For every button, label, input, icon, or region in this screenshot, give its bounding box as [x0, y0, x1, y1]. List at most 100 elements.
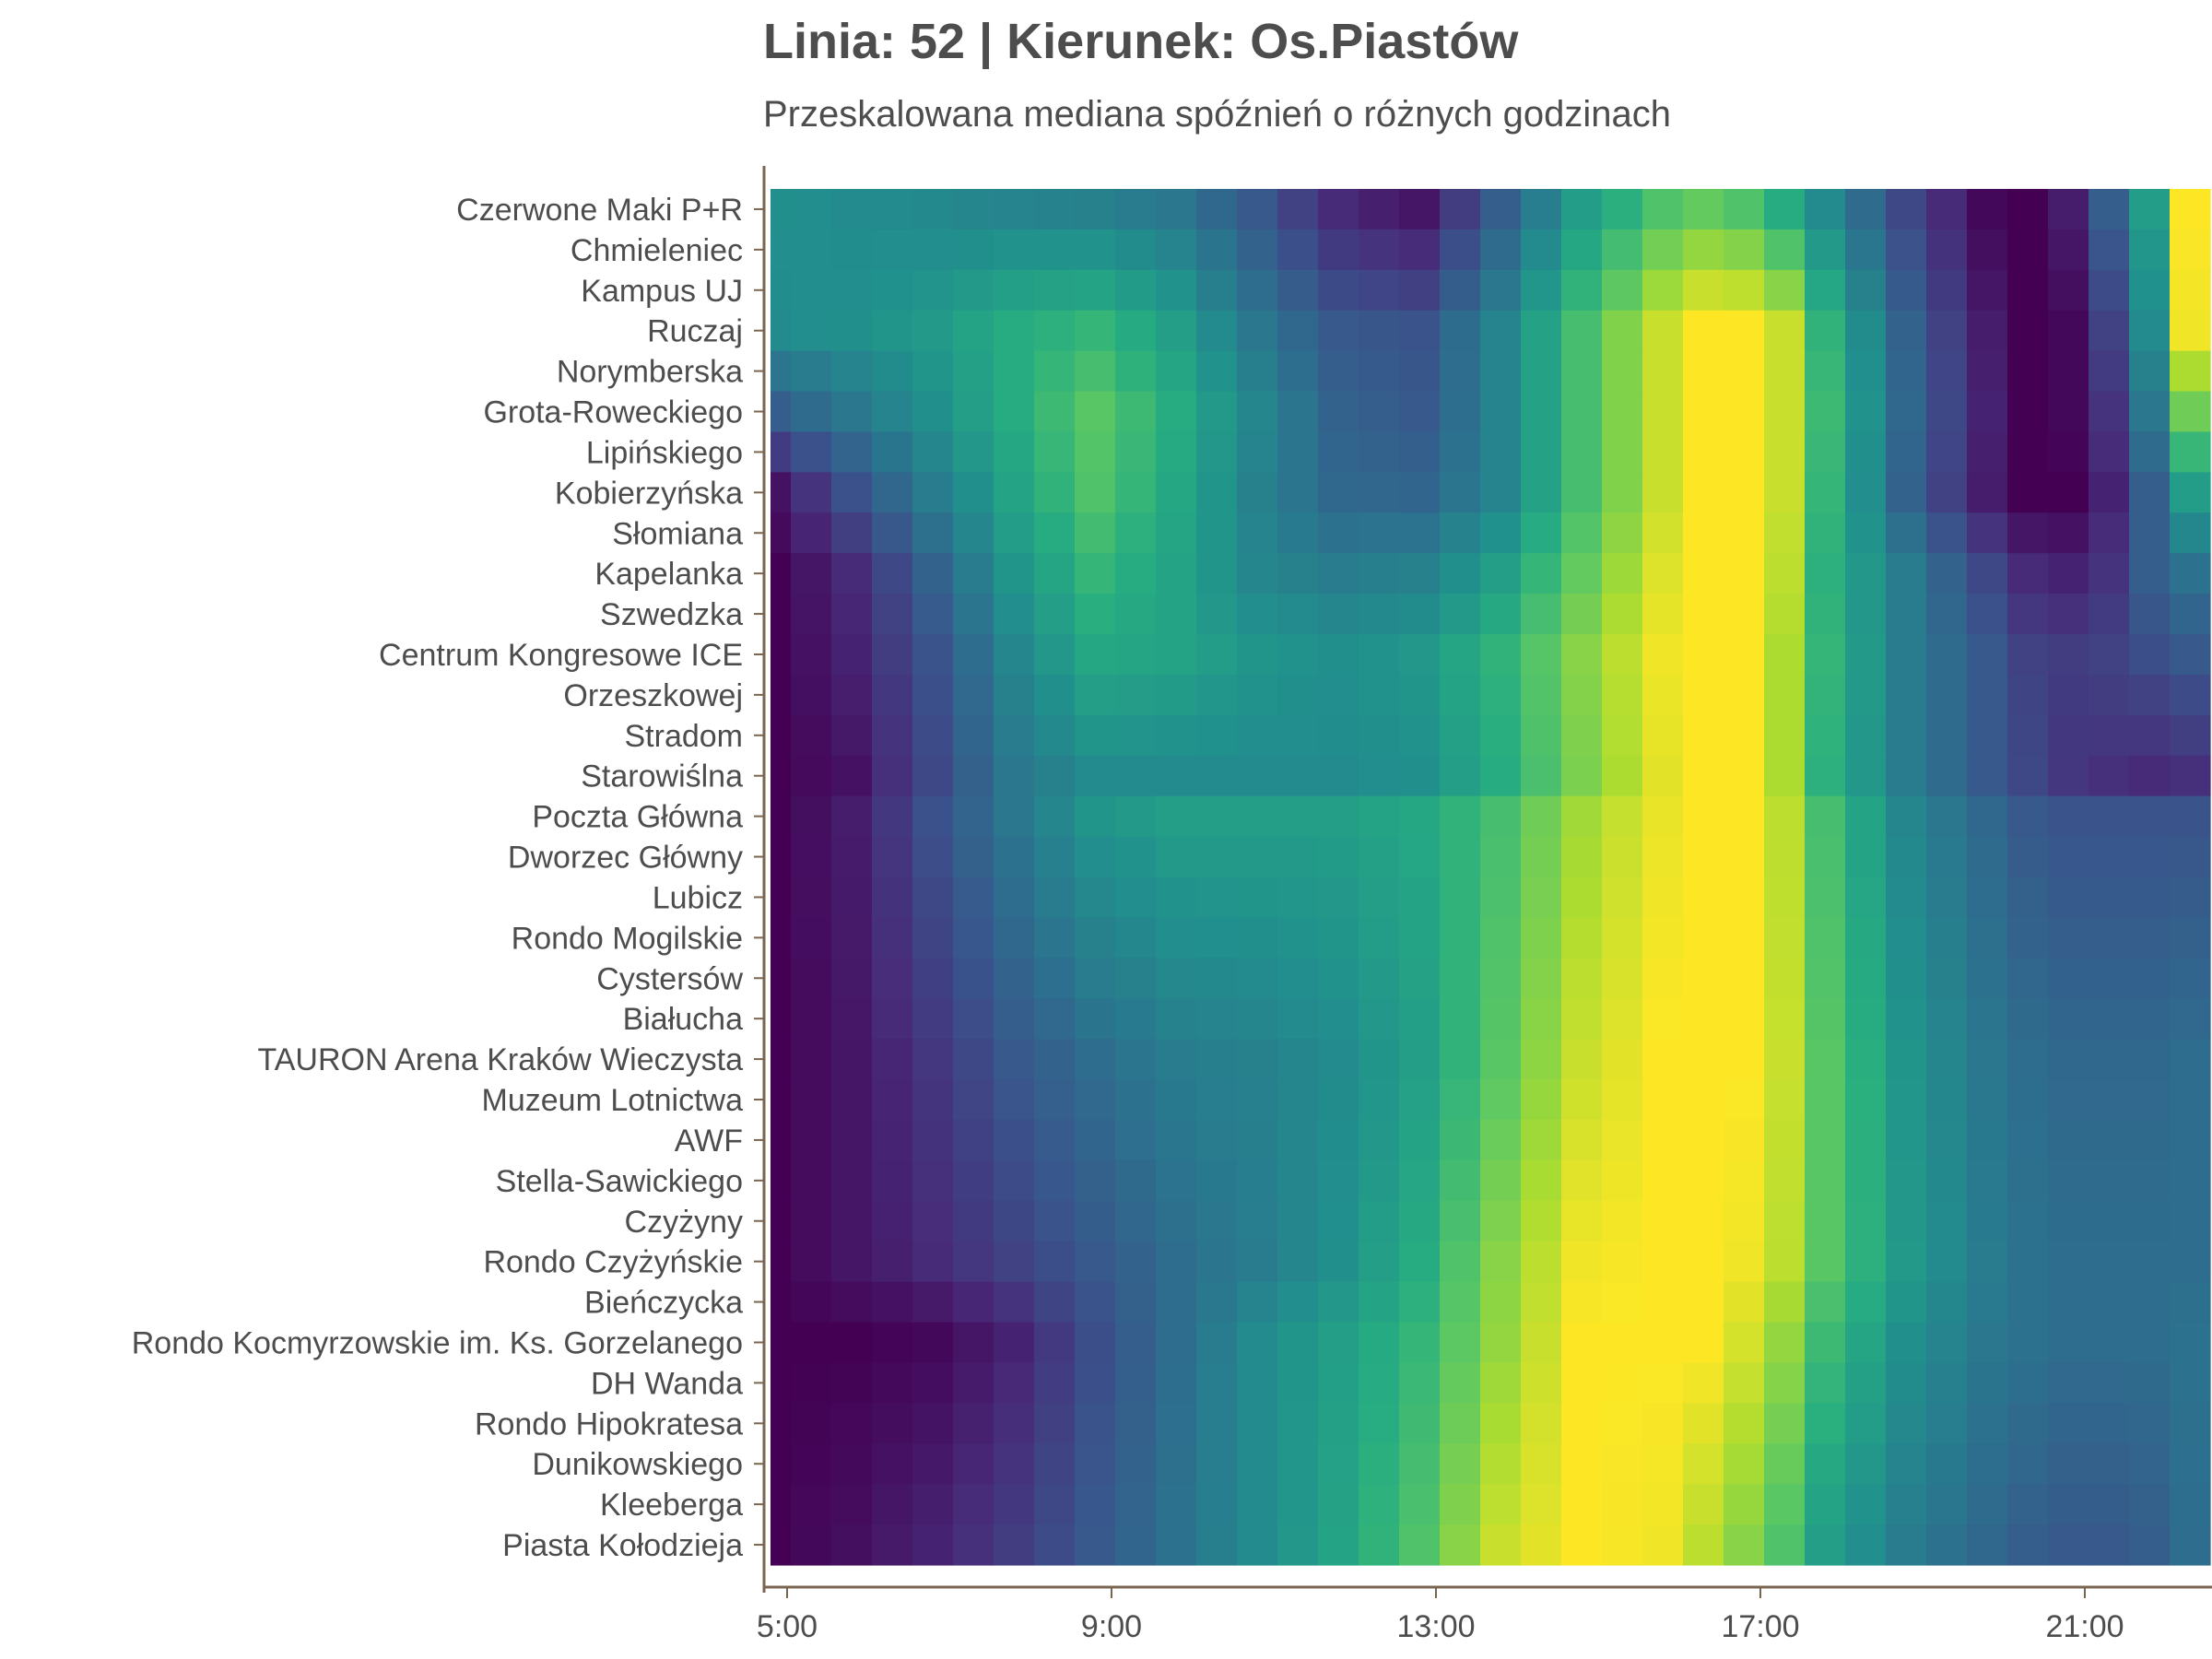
- heatmap-cell: [1926, 634, 1968, 676]
- heatmap-cell: [791, 877, 832, 919]
- heatmap-cell: [2170, 1241, 2211, 1283]
- heatmap-cell: [1683, 1281, 1724, 1324]
- heatmap-cell: [1724, 1281, 1765, 1324]
- heatmap-cell: [1967, 310, 2008, 352]
- heatmap-cell: [1359, 836, 1400, 878]
- heatmap-cell: [1034, 431, 1076, 473]
- heatmap-cell: [1237, 714, 1278, 757]
- heatmap-cell: [2007, 1524, 2049, 1566]
- heatmap-cell: [912, 512, 954, 554]
- heatmap-cell: [771, 310, 792, 352]
- heatmap-cell: [1156, 310, 1197, 352]
- heatmap-cell: [1764, 1322, 1806, 1364]
- heatmap-cell: [872, 1079, 913, 1121]
- heatmap-cell: [1926, 189, 1968, 230]
- heatmap-cell: [2170, 189, 2211, 230]
- heatmap-cell: [2129, 1524, 2171, 1566]
- heatmap-cell: [1318, 1159, 1359, 1202]
- heatmap-cell: [1805, 1119, 1846, 1161]
- heatmap-cell: [2007, 836, 2049, 878]
- heatmap-cell: [1561, 958, 1603, 999]
- heatmap-cell: [953, 431, 994, 473]
- heatmap-cell: [1521, 1039, 1562, 1080]
- heatmap-cell: [1237, 958, 1278, 999]
- heatmap-cell: [1926, 391, 1968, 433]
- heatmap-cell: [2088, 1119, 2130, 1161]
- heatmap-cell: [872, 1039, 913, 1080]
- heatmap-cell: [1034, 836, 1076, 878]
- heatmap-cell: [1034, 877, 1076, 919]
- heatmap-cell: [1034, 714, 1076, 757]
- heatmap-cell: [2170, 1200, 2211, 1242]
- heatmap-cell: [1642, 714, 1684, 757]
- heatmap-cell: [1642, 1119, 1684, 1161]
- heatmap-cell: [1196, 1281, 1238, 1324]
- heatmap-cell: [1561, 1484, 1603, 1525]
- heatmap-cell: [1724, 1484, 1765, 1525]
- heatmap-cell: [1480, 1524, 1522, 1566]
- heatmap-cell: [953, 553, 994, 594]
- heatmap-cell: [771, 714, 792, 757]
- heatmap-cell: [2048, 1362, 2089, 1404]
- heatmap-cell: [1764, 269, 1806, 312]
- heatmap-cell: [1399, 674, 1441, 716]
- heatmap-cell: [2007, 269, 2049, 312]
- heatmap-cell: [1683, 269, 1724, 312]
- heatmap-cell: [831, 1484, 873, 1525]
- heatmap-cell: [1399, 1039, 1441, 1080]
- heatmap-cell: [1034, 229, 1076, 271]
- y-tick-label: Poczta Główna: [532, 800, 743, 835]
- y-tick-label: Czyżyny: [625, 1205, 743, 1240]
- heatmap-cell: [1642, 1200, 1684, 1242]
- heatmap-cell: [1683, 958, 1724, 999]
- heatmap-cell: [1318, 512, 1359, 554]
- heatmap-cell: [1277, 1200, 1319, 1242]
- heatmap-cell: [2129, 512, 2171, 554]
- heatmap-cell: [2129, 917, 2171, 959]
- heatmap-cell: [831, 634, 873, 676]
- heatmap-cell: [1480, 269, 1522, 312]
- heatmap-cell: [1399, 958, 1441, 999]
- heatmap-cell: [1318, 189, 1359, 230]
- y-tick-label: TAURON Arena Kraków Wieczysta: [257, 1042, 743, 1077]
- heatmap-cell: [1561, 1524, 1603, 1566]
- heatmap-cell: [2048, 1159, 2089, 1202]
- heatmap-cell: [1359, 1403, 1400, 1444]
- heatmap-cell: [1967, 350, 2008, 393]
- heatmap-cell: [1805, 714, 1846, 757]
- heatmap-cell: [1277, 553, 1319, 594]
- heatmap-cell: [1642, 1159, 1684, 1202]
- heatmap-cell: [1237, 1079, 1278, 1121]
- heatmap-cell: [1115, 1403, 1157, 1444]
- heatmap-cell: [2129, 594, 2171, 635]
- heatmap-cell: [1480, 714, 1522, 757]
- heatmap-cell: [912, 1200, 954, 1242]
- heatmap-cell: [1521, 269, 1562, 312]
- heatmap-cell: [1440, 836, 1481, 878]
- heatmap-cell: [1845, 1484, 1887, 1525]
- heatmap-cell: [994, 472, 1035, 513]
- heatmap-cell: [1115, 998, 1157, 1040]
- heatmap-cell: [791, 391, 832, 433]
- heatmap-cell: [1359, 714, 1400, 757]
- heatmap-cell: [994, 553, 1035, 594]
- heatmap-cell: [2007, 1443, 2049, 1485]
- heatmap-cell: [1521, 553, 1562, 594]
- heatmap-cell: [2007, 553, 2049, 594]
- heatmap-cell: [1764, 1200, 1806, 1242]
- heatmap-cell: [1399, 1484, 1441, 1525]
- heatmap-cell: [953, 350, 994, 393]
- heatmap-cell: [2007, 350, 2049, 393]
- heatmap-cell: [1115, 431, 1157, 473]
- chart-subtitle: Przeskalowana mediana spóźnień o różnych…: [763, 94, 1672, 135]
- heatmap-cell: [1967, 391, 2008, 433]
- heatmap-cell: [1521, 795, 1562, 838]
- heatmap-cell: [1196, 350, 1238, 393]
- heatmap-cell: [2129, 958, 2171, 999]
- heatmap-cell: [1359, 958, 1400, 999]
- heatmap-cell: [1521, 917, 1562, 959]
- heatmap-cell: [1642, 391, 1684, 433]
- heatmap-cell: [1683, 1362, 1724, 1404]
- heatmap-cell: [1359, 795, 1400, 838]
- heatmap-cell: [1521, 189, 1562, 230]
